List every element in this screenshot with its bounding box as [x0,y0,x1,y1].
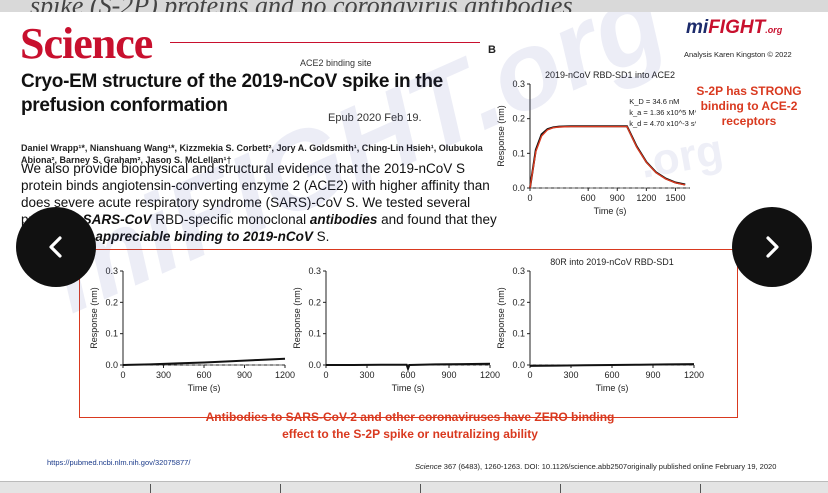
analysis-credit: Analysis Karen Kingston © 2022 [684,50,792,59]
chevron-left-icon [49,236,62,258]
x-tick-label: 0 [527,193,532,203]
y-tick-label: 0.1 [512,148,525,158]
antibody-chart-80r: 80R into 2019-nCoV RBD-SD1 0.0 0.1 0.2 0.3 0 3… [496,257,704,393]
abstract-emphasis: appreciable binding to 2019-nCoV [95,229,313,244]
y-tick-label: 0.3 [512,266,525,276]
y-tick-label: 0.2 [512,297,525,307]
ace2-binding-label: ACE2 binding site [300,58,372,68]
ace2-binding-chart: 2019-nCoV RBD-SD1 into ACE2 0.0 0.1 0.2 0.3 0… [496,70,696,216]
epub-date: Epub 2020 Feb 19. [328,112,422,124]
y-tick-label: 0.3 [308,266,321,276]
x-tick-label: 900 [645,370,660,380]
x-axis-label: Time (s) [392,383,425,393]
series-line-fit [529,125,686,189]
series-line-trace [529,363,695,367]
y-axis-label: Response (nm) [496,105,506,167]
x-axis-label: Time (s) [596,383,629,393]
y-axis-label: Response (nm) [292,287,302,349]
divider [700,484,701,493]
strong-binding-annotation: S-2P has STRONG binding to ACE-2 recepto… [696,84,802,128]
y-tick-label: 0.1 [308,329,321,339]
previous-slide-button[interactable] [16,207,96,287]
legend-entry: k_a = 1.36 x10^5 M^-1 s^-1 [629,108,696,117]
panel-label: B [488,44,496,56]
y-tick-label: 0.0 [308,360,321,370]
background-page-text: spike (S-2P) proteins and no coronavirus… [0,0,828,12]
abstract-emphasis: antibodies [309,212,378,227]
chevron-right-icon [766,236,779,258]
x-axis-label: Time (s) [594,206,627,216]
author-list: Daniel Wrapp¹*, Nianshuang Wang¹*, Kizzm… [21,143,483,165]
y-tick-label: 0.1 [512,329,525,339]
x-tick-label: 1500 [665,193,685,203]
x-tick-label: 0 [120,370,125,380]
x-tick-label: 1200 [684,370,704,380]
legend-entry: k_d = 4.70 x10^-3 s^-1 [629,119,696,128]
divider [280,484,281,493]
x-tick-label: 0 [527,370,532,380]
background-page-strip [0,481,828,493]
y-axis-label: Response (nm) [496,287,506,349]
y-tick-label: 0.2 [308,297,321,307]
antibody-chart-1: 0.0 0.1 0.2 0.3 0 300 600 900 1200 Time (s) Respon… [89,266,295,393]
x-tick-label: 900 [237,370,252,380]
x-tick-label: 1200 [275,370,295,380]
abstract-text: RBD-specific monoclonal [151,212,310,227]
x-tick-label: 600 [196,370,211,380]
chart-title: 2019-nCoV RBD-SD1 into ACE2 [545,70,675,80]
abstract-excerpt: We also provide biophysical and structur… [21,160,501,245]
mifight-logo: miFIGHT.org [686,17,783,38]
x-tick-label: 600 [604,370,619,380]
y-tick-label: 0.3 [105,266,118,276]
x-tick-label: 300 [563,370,578,380]
x-tick-label: 600 [400,370,415,380]
y-tick-label: 0.3 [512,79,525,89]
x-tick-label: 1200 [636,193,656,203]
y-tick-label: 0.0 [512,183,525,193]
y-tick-label: 0.1 [105,329,118,339]
citation: Science 367 (6483), 1260-1263. DOI: 10.1… [415,462,777,471]
abstract-text: We also provide biophysical and structur… [21,161,490,227]
abstract-text: S. [312,229,330,244]
y-tick-label: 0.2 [512,114,525,124]
x-tick-label: 900 [610,193,625,203]
divider [560,484,561,493]
divider [420,484,421,493]
slide-image: Science ACE2 binding site Cryo-EM struct… [0,12,828,481]
pubmed-link[interactable]: https://pubmed.ncbi.nlm.nih.gov/32075877… [47,458,191,467]
x-tick-label: 600 [581,193,596,203]
y-tick-label: 0.0 [105,360,118,370]
divider [150,484,151,493]
next-slide-button[interactable] [732,207,812,287]
x-tick-label: 0 [323,370,328,380]
y-tick-label: 0.2 [105,297,118,307]
series-line-measured [529,125,686,189]
y-axis-label: Response (nm) [89,287,99,349]
legend-entry: K_D = 34.6 nM [629,97,679,106]
x-tick-label: 300 [156,370,171,380]
paper-title: Cryo-EM structure of the 2019-nCoV spike… [21,71,443,116]
series-line-trace [326,362,491,372]
science-logo: Science [20,19,153,68]
zero-binding-annotation: Antibodies to SARS-CoV-2 and other coron… [205,410,615,441]
antibody-panel-box [79,249,738,418]
abstract-emphasis: SARS-CoV [82,212,152,227]
y-tick-label: 0.0 [512,360,525,370]
x-tick-label: 900 [441,370,456,380]
x-tick-label: 300 [359,370,374,380]
x-axis-label: Time (s) [188,383,221,393]
chart-title: 80R into 2019-nCoV RBD-SD1 [550,257,674,267]
antibody-chart-2: 0.0 0.1 0.2 0.3 0 300 600 900 1200 Time (s) Respon… [292,266,500,393]
series-line-trace [122,357,286,366]
x-tick-label: 1200 [480,370,500,380]
logo-rule [170,42,480,43]
